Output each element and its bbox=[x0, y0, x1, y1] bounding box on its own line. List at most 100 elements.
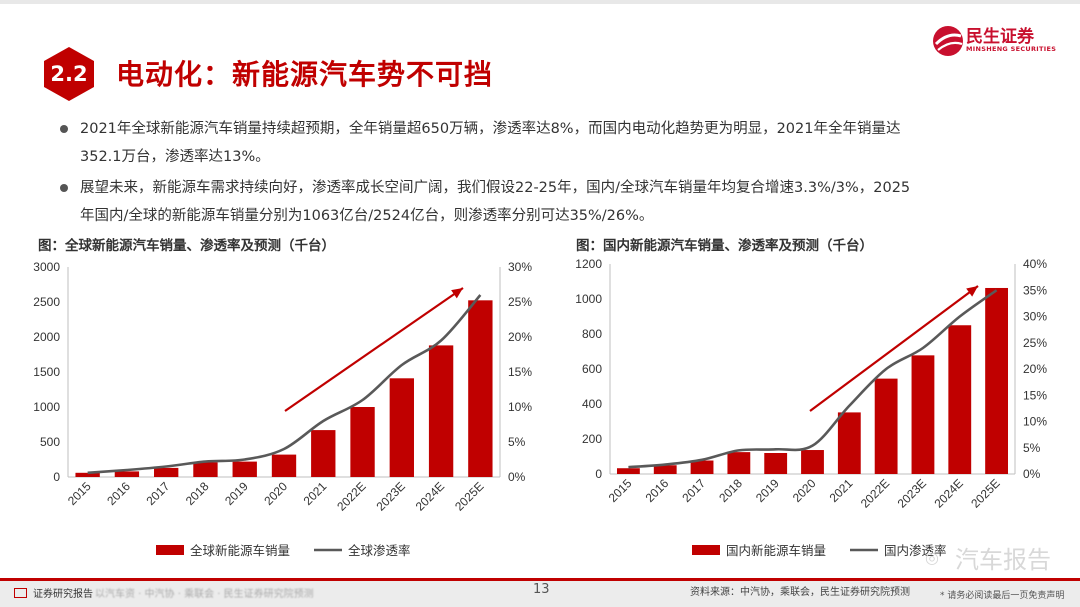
footer-blurred-text: 以汽车资 · 中汽协 · 乘联会 · 民生证券研究院预测 bbox=[95, 589, 314, 600]
y-right-tick-label: 20% bbox=[508, 330, 532, 344]
y-left-tick-label: 600 bbox=[582, 362, 602, 376]
x-tick-label: 2021 bbox=[827, 476, 856, 505]
x-tick-label: 2018 bbox=[183, 479, 212, 508]
bullet-dot bbox=[60, 184, 68, 192]
y-right-tick-label: 15% bbox=[508, 365, 532, 379]
page-number: 13 bbox=[533, 582, 550, 597]
disclaimer-note: * 请务必阅读最后一页免责声明 bbox=[940, 591, 1065, 601]
footer-bar bbox=[0, 578, 1080, 607]
section-number: 2.2 bbox=[50, 62, 88, 86]
bar bbox=[350, 407, 375, 477]
bar bbox=[193, 462, 218, 477]
x-tick-label: 2020 bbox=[261, 479, 290, 508]
legend-bar-label: 全球新能源车销量 bbox=[190, 543, 290, 558]
legend-line-label: 全球渗透率 bbox=[348, 543, 411, 558]
logo-subtext: MINSHENG SECURITIES bbox=[966, 45, 1057, 53]
y-right-tick-label: 35% bbox=[1023, 283, 1047, 297]
trend-arrow bbox=[809, 285, 979, 412]
y-right-tick-label: 20% bbox=[1023, 362, 1047, 376]
bullet-2-line-2: 年国内/全球的新能源车销量分别为1063亿台/2524亿台，则渗透率分别可达35… bbox=[80, 208, 654, 224]
bar bbox=[232, 461, 257, 477]
minsheng-logo-icon bbox=[933, 26, 963, 56]
x-tick-label: 2017 bbox=[679, 476, 708, 505]
y-right-tick-label: 10% bbox=[508, 400, 532, 414]
y-right-tick-label: 0% bbox=[1023, 467, 1041, 481]
x-tick-label: 2022E bbox=[858, 476, 892, 510]
chart-1-title: 图：全球新能源汽车销量、渗透率及预测（千台） bbox=[38, 238, 335, 254]
trend-arrow-head bbox=[451, 288, 463, 299]
penetration-line bbox=[87, 294, 482, 475]
bar bbox=[653, 465, 677, 474]
trend-arrow-head bbox=[966, 286, 978, 297]
y-left-tick-label: 1000 bbox=[33, 400, 60, 414]
x-tick-label: 2018 bbox=[716, 476, 745, 505]
bar bbox=[837, 412, 861, 474]
y-left-tick-label: 200 bbox=[582, 432, 602, 446]
bullet-2-line-1: 展望未来，新能源车需求持续向好，渗透率成长空间广阔，我们假设22-25年，国内/… bbox=[80, 180, 911, 196]
chart-2-title: 图：国内新能源汽车销量、渗透率及预测（千台） bbox=[576, 238, 873, 254]
x-tick-label: 2021 bbox=[301, 479, 330, 508]
data-source: 资料来源：中汽协，乘联会，民生证券研究院预测 bbox=[690, 587, 910, 598]
bullet-dot bbox=[60, 125, 68, 133]
y-left-tick-label: 1500 bbox=[33, 365, 60, 379]
global-nev-chart: 0 500 1000 1500 2000 2500 3000 0% 5% 10% 15% 20% 25%… bbox=[33, 260, 532, 558]
trend-arrow bbox=[284, 287, 464, 412]
y-left-tick-label: 3000 bbox=[33, 260, 60, 274]
y-left-tick-label: 800 bbox=[582, 327, 602, 341]
x-tick-label: 2024E bbox=[413, 479, 447, 513]
x-tick-label: 2022E bbox=[334, 479, 368, 513]
page-title: 电动化：新能源汽车势不可挡 bbox=[116, 58, 494, 91]
y-left-tick-label: 0 bbox=[53, 470, 60, 484]
y-right-tick-label: 10% bbox=[1023, 415, 1047, 429]
x-tick-label: 2015 bbox=[606, 476, 635, 505]
x-tick-label: 2016 bbox=[104, 479, 133, 508]
section-badge: 2.2 bbox=[40, 45, 98, 103]
penetration-line bbox=[628, 289, 998, 469]
x-tick-label: 2016 bbox=[643, 476, 672, 505]
y-right-tick-label: 25% bbox=[1023, 336, 1047, 350]
china-nev-chart: 0 200 400 600 800 1000 1200 0% 5% 10% 15% 20% 25% 30%… bbox=[575, 257, 1047, 558]
x-tick-label: 2015 bbox=[65, 479, 94, 508]
bar bbox=[311, 430, 336, 477]
wechat-watermark-icon: ◎ bbox=[925, 548, 939, 567]
y-right-tick-label: 5% bbox=[1023, 441, 1041, 455]
y-left-tick-label: 1000 bbox=[575, 292, 602, 306]
y-left-tick-label: 400 bbox=[582, 397, 602, 411]
x-tick-label: 2023E bbox=[374, 479, 408, 513]
y-left-tick-label: 2500 bbox=[33, 295, 60, 309]
bar bbox=[271, 454, 297, 477]
y-right-tick-label: 40% bbox=[1023, 257, 1047, 271]
y-right-tick-label: 0% bbox=[508, 470, 526, 484]
y-right-tick-label: 5% bbox=[508, 435, 526, 449]
bar bbox=[468, 300, 493, 477]
x-tick-label: 2019 bbox=[222, 479, 251, 508]
y-left-tick-label: 1200 bbox=[575, 257, 602, 271]
book-icon bbox=[14, 588, 27, 598]
y-right-tick-label: 30% bbox=[508, 260, 532, 274]
x-tick-label: 2025E bbox=[452, 479, 486, 513]
bar bbox=[690, 460, 714, 474]
y-left-tick-label: 0 bbox=[595, 467, 602, 481]
bar bbox=[948, 325, 972, 474]
x-tick-label: 2017 bbox=[144, 479, 173, 508]
bar bbox=[727, 452, 751, 474]
legend-bar-label: 国内新能源车销量 bbox=[726, 543, 826, 558]
y-right-tick-label: 30% bbox=[1023, 310, 1047, 324]
bar bbox=[154, 467, 179, 477]
top-divider bbox=[0, 0, 1080, 4]
x-tick-label: 2019 bbox=[753, 476, 782, 505]
legend-bar-swatch bbox=[692, 545, 720, 555]
x-tick-label: 2025E bbox=[968, 476, 1002, 510]
y-left-tick-label: 2000 bbox=[33, 330, 60, 344]
x-tick-label: 2023E bbox=[895, 476, 929, 510]
bar bbox=[428, 345, 454, 477]
bar bbox=[389, 378, 414, 477]
bar bbox=[801, 450, 824, 474]
y-right-tick-label: 25% bbox=[508, 295, 532, 309]
logo-text: 民生证券 bbox=[966, 27, 1034, 47]
x-tick-label: 2020 bbox=[790, 476, 819, 505]
bar bbox=[985, 287, 1009, 474]
bullet-1-line-2: 352.1万台，渗透率达13%。 bbox=[80, 149, 270, 165]
footer-accent-line bbox=[0, 578, 1080, 581]
bar bbox=[874, 378, 898, 474]
